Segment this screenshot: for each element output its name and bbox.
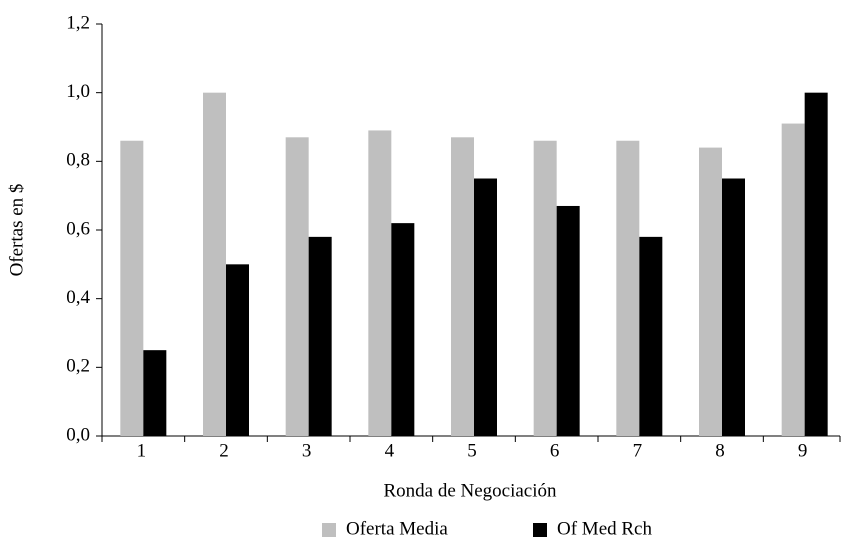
x-tick-label: 2: [219, 440, 229, 461]
bar: [474, 178, 497, 436]
bar: [781, 123, 805, 437]
bar: [639, 236, 663, 436]
bar: [368, 130, 392, 436]
bar: [120, 140, 144, 436]
y-tick-label: 0,2: [66, 356, 90, 377]
bar: [143, 350, 167, 436]
x-tick-label: 1: [137, 440, 147, 461]
y-tick-label: 1,0: [66, 81, 90, 102]
y-tick-label: 0,4: [66, 287, 90, 308]
y-tick-label: 0,8: [66, 150, 90, 171]
x-tick-label: 7: [633, 440, 643, 461]
bar: [533, 140, 557, 436]
x-tick-label: 5: [467, 440, 477, 461]
legend-swatch: [322, 523, 336, 537]
x-tick-label: 4: [385, 440, 395, 461]
bar: [391, 223, 415, 436]
legend-label: Of Med Rch: [557, 518, 652, 539]
bar: [451, 137, 474, 437]
legend-swatch: [533, 523, 547, 537]
bar: [203, 92, 226, 437]
bar: [285, 137, 309, 437]
x-tick-label: 3: [302, 440, 312, 461]
x-axis-title: Ronda de Negociación: [383, 480, 557, 501]
y-tick-label: 1,2: [66, 12, 90, 33]
bar: [804, 92, 828, 437]
bar: [226, 264, 249, 436]
legend-label: Oferta Media: [346, 518, 448, 539]
bar: [556, 205, 580, 436]
y-tick-label: 0,0: [66, 424, 90, 445]
bar: [616, 140, 640, 436]
x-tick-label: 6: [550, 440, 560, 461]
y-tick-label: 0,6: [66, 218, 90, 239]
x-tick-label: 9: [798, 440, 808, 461]
x-tick-label: 8: [715, 440, 725, 461]
bar: [699, 147, 722, 436]
bar: [722, 178, 745, 436]
bar: [308, 236, 332, 436]
y-axis-title: Ofertas en $: [6, 184, 27, 277]
